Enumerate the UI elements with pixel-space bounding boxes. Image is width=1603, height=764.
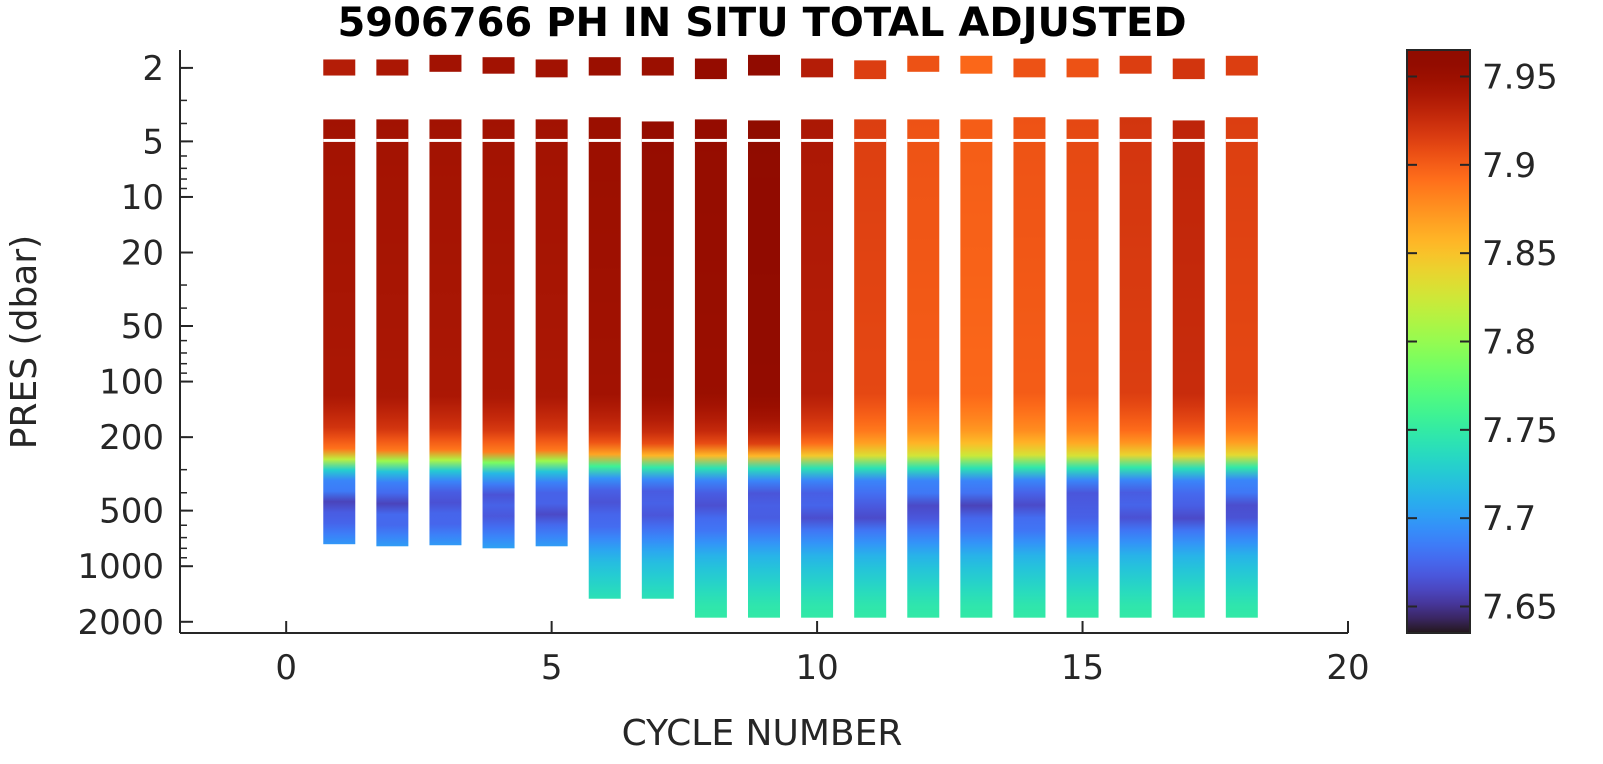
y-tick-label-20: 20 (121, 234, 164, 274)
y-tick-label-200: 200 (99, 418, 164, 458)
profiles-layer (323, 54, 1258, 618)
profile-15-surface (1066, 58, 1099, 78)
profile-10-column (801, 119, 834, 618)
profile-4-surface (482, 57, 515, 74)
x-tick-label-20: 20 (1326, 648, 1369, 688)
x-axis-label: CYCLE NUMBER (622, 713, 903, 754)
profile-18-gap (1225, 138, 1258, 142)
x-tick-label-15: 15 (1061, 648, 1104, 688)
profile-9-surface (748, 54, 780, 76)
x-tick-label-10: 10 (795, 648, 838, 688)
profile-5-column (535, 119, 568, 547)
profile-17-gap (1172, 138, 1205, 142)
profile-1-column (323, 119, 356, 545)
y-tick-label-5: 5 (142, 122, 164, 162)
y-tick-label-2: 2 (142, 49, 164, 89)
profile-15-column (1066, 119, 1099, 618)
profile-7-column (641, 121, 674, 599)
colorbar-tick-label-7.7: 7.7 (1482, 499, 1536, 539)
profile-4-gap (482, 138, 515, 142)
profile-6-gap (588, 138, 621, 142)
y-tick-label-50: 50 (121, 307, 164, 347)
colorbar-tick-label-7.8: 7.8 (1482, 323, 1536, 363)
x-tick-label-5: 5 (541, 648, 563, 688)
profile-2-surface (376, 59, 409, 76)
profile-13-surface (960, 55, 993, 74)
profile-10-gap (801, 138, 834, 142)
y-tick-label-100: 100 (99, 363, 164, 403)
colorbar-tick-label-7.75: 7.75 (1482, 411, 1558, 451)
profile-11-column (854, 119, 887, 618)
colorbar-tick-label-7.65: 7.65 (1482, 588, 1558, 628)
profile-5-gap (535, 138, 568, 142)
profile-10-surface (801, 58, 834, 78)
profile-12-gap (907, 138, 940, 142)
profile-3-column (429, 119, 462, 546)
profile-4-column (482, 119, 515, 549)
colorbar-tick-label-7.95: 7.95 (1482, 58, 1558, 98)
profile-3-gap (429, 138, 462, 142)
y-tick-label-2000: 2000 (77, 603, 164, 643)
profile-16-surface (1119, 55, 1152, 74)
profile-14-column (1013, 117, 1046, 618)
profile-18-column (1225, 117, 1258, 618)
colorbar-bar (1406, 49, 1471, 634)
y-axis-label: PRES (dbar) (4, 235, 45, 449)
profile-2-column (376, 119, 409, 547)
profile-1-surface (323, 59, 356, 76)
profile-5-surface (535, 59, 568, 78)
profile-17-column (1172, 120, 1205, 618)
colorbar-tick-label-7.85: 7.85 (1482, 234, 1558, 274)
chart-title: 5906766 PH IN SITU TOTAL ADJUSTED (337, 0, 1186, 46)
y-tick-label-10: 10 (121, 178, 164, 218)
profile-12-surface (907, 55, 940, 72)
profile-7-surface (641, 57, 674, 76)
profile-1-gap (323, 138, 356, 142)
profile-8-gap (694, 138, 727, 142)
profile-9-column (748, 120, 780, 618)
profile-17-surface (1172, 58, 1205, 80)
profile-18-surface (1225, 55, 1258, 76)
profile-11-gap (854, 138, 887, 142)
profile-13-column (960, 119, 993, 618)
profile-9-gap (748, 138, 780, 142)
profile-14-surface (1013, 58, 1046, 78)
profile-7-gap (641, 138, 674, 142)
colorbar: 7.65 7.7 7.75 7.8 7.85 7.9 7.95 (1406, 49, 1558, 634)
profile-11-surface (854, 60, 887, 80)
y-tick-label-1000: 1000 (77, 547, 164, 587)
profile-14-gap (1013, 138, 1046, 142)
profile-2-gap (376, 138, 409, 142)
profile-6-surface (588, 57, 621, 76)
profile-3-surface (429, 54, 462, 72)
profile-12-column (907, 119, 940, 618)
x-tick-label-0: 0 (275, 648, 297, 688)
profile-8-surface (694, 58, 727, 80)
y-tick-label-500: 500 (99, 492, 164, 532)
profile-15-gap (1066, 138, 1099, 142)
profile-6-column (588, 117, 621, 599)
colorbar-tick-label-7.9: 7.9 (1482, 146, 1536, 186)
profile-16-gap (1119, 138, 1152, 142)
profile-8-column (694, 119, 727, 618)
profile-13-gap (960, 138, 993, 142)
profile-16-column (1119, 117, 1152, 618)
